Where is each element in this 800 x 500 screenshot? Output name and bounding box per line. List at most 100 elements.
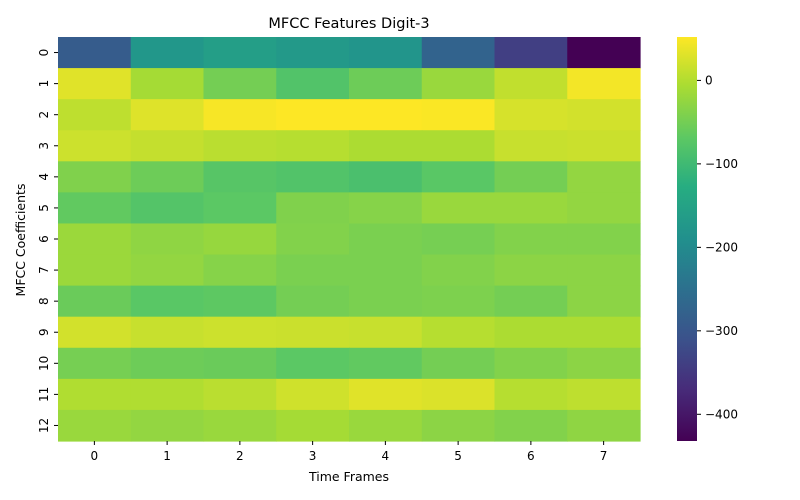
heatmap-cell-r10-c0 [58,347,132,380]
heatmap-cell-r4-c4 [349,161,423,193]
heatmap-cell-r10-c3 [276,347,350,380]
heatmap-cell-r1-c2 [203,68,277,100]
heatmap-cell-r6-c6 [494,223,568,256]
heatmap-cell-r0-c6 [494,37,568,69]
heatmap-cell-r9-c5 [421,316,496,349]
x-tick-label-5: 5 [454,449,462,463]
heatmap-cell-r12-c3 [276,409,350,442]
heatmap-cell-r4-c6 [494,161,568,193]
heatmap-cell-r9-c2 [203,316,277,349]
heatmap-cell-r10-c2 [203,347,277,380]
heatmap-cell-r8-c4 [349,285,423,318]
heatmap-cell-r9-c6 [494,316,568,349]
heatmap-cell-r2-c5 [421,99,496,131]
heatmap-cell-r1-c5 [421,68,496,100]
heatmap-cell-r6-c4 [349,223,423,256]
heatmap-cell-r4-c1 [130,161,205,193]
x-axis-label: Time Frames [308,469,389,484]
heatmap-cell-r8-c3 [276,285,350,318]
heatmap-cell-r6-c3 [276,223,350,256]
heatmap-cell-r3-c7 [567,130,641,162]
colorbar-tick-label-1: −100 [705,157,738,171]
heatmap-cell-r2-c2 [203,99,277,131]
y-axis-label: MFCC Coefficients [13,184,28,297]
heatmap-cell-r5-c3 [276,192,350,225]
x-axis-ticks: 0 1 2 3 4 5 6 7 [91,441,608,463]
heatmap-cell-r0-c4 [349,37,423,69]
heatmap-cell-r7-c0 [58,254,132,287]
heatmap-cell-r10-c5 [421,347,496,380]
heatmap-cell-r12-c0 [58,409,132,442]
colorbar-tick-label-2: −200 [705,240,738,254]
heatmap-cell-r11-c3 [276,378,350,411]
heatmap-cell-r10-c4 [349,347,423,380]
colorbar-tick-label-4: −400 [705,407,738,421]
heatmap-cell-r3-c4 [349,130,423,162]
chart-title: MFCC Features Digit-3 [268,16,429,32]
heatmap-cell-r4-c2 [203,161,277,193]
heatmap-cell-r2-c0 [58,99,132,131]
heatmap-cell-r11-c7 [567,378,641,411]
heatmap-cell-r11-c5 [421,378,496,411]
heatmap-cell-r8-c5 [421,285,496,318]
x-tick-label-7: 7 [600,449,608,463]
heatmap-cell-r8-c7 [567,285,641,318]
heatmap-cell-r6-c2 [203,223,277,256]
heatmap-cell-r4-c0 [58,161,132,193]
heatmap-cell-r5-c1 [130,192,205,225]
colorbar-tick-label-0: 0 [705,73,713,87]
colorbar-tick-label-3: −300 [705,324,738,338]
heatmap-cell-r12-c2 [203,409,277,442]
heatmap-cell-r3-c0 [58,130,132,162]
heatmap-cell-r2-c6 [494,99,568,131]
heatmap-cell-r9-c1 [130,316,205,349]
heatmap-cell-r1-c6 [494,68,568,100]
colorbar-ticks: 0 −100 −200 −300 −400 [697,73,738,421]
heatmap-cell-r6-c7 [567,223,641,256]
heatmap-cell-r12-c6 [494,409,568,442]
heatmap-cell-r8-c0 [58,285,132,318]
y-tick-label-6: 6 [37,235,51,243]
heatmap-cell-r1-c0 [58,68,132,100]
heatmap-cell-r1-c4 [349,68,423,100]
y-tick-label-8: 8 [37,297,51,305]
heatmap-cell-r10-c1 [130,347,205,380]
heatmap-cell-r6-c5 [421,223,496,256]
heatmap-cell-r5-c4 [349,192,423,225]
heatmap-cell-r3-c6 [494,130,568,162]
heatmap-cells [58,37,641,442]
heatmap-cell-r8-c1 [130,285,205,318]
x-tick-label-0: 0 [91,449,99,463]
y-tick-label-4: 4 [37,173,51,181]
heatmap-cell-r9-c7 [567,316,641,349]
heatmap-cell-r4-c3 [276,161,350,193]
heatmap-cell-r7-c7 [567,254,641,287]
heatmap-cell-r12-c1 [130,409,205,442]
heatmap-cell-r11-c4 [349,378,423,411]
y-tick-label-7: 7 [37,266,51,274]
heatmap-cell-r8-c6 [494,285,568,318]
y-tick-label-9: 9 [37,328,51,336]
heatmap-cell-r12-c5 [421,409,496,442]
y-tick-label-3: 3 [37,142,51,150]
heatmap-cell-r1-c1 [130,68,205,100]
heatmap-cell-r12-c7 [567,409,641,442]
heatmap-cell-r1-c7 [567,68,641,100]
heatmap-cell-r7-c2 [203,254,277,287]
y-tick-label-10: 10 [37,356,51,371]
heatmap-cell-r2-c4 [349,99,423,131]
heatmap-cell-r5-c7 [567,192,641,225]
heatmap-cell-r2-c7 [567,99,641,131]
x-tick-label-2: 2 [236,449,244,463]
heatmap-cell-r7-c6 [494,254,568,287]
heatmap-cell-r7-c4 [349,254,423,287]
heatmap-cell-r4-c7 [567,161,641,193]
heatmap-cell-r3-c5 [421,130,496,162]
heatmap-cell-r3-c3 [276,130,350,162]
heatmap-cell-r0-c0 [58,37,132,69]
heatmap-cell-r7-c1 [130,254,205,287]
heatmap-cell-r4-c5 [421,161,496,193]
heatmap-cell-r12-c4 [349,409,423,442]
heatmap-cell-r9-c4 [349,316,423,349]
